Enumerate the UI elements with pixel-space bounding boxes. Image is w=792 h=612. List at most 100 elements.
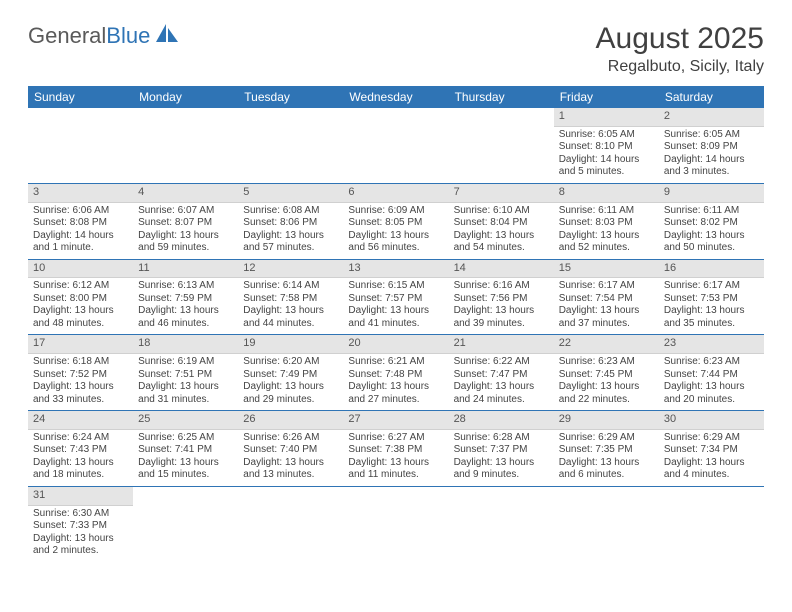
day-content: Sunrise: 6:10 AMSunset: 8:04 PMDaylight:… [449, 203, 554, 259]
day-header: Wednesday [343, 86, 448, 108]
day-number: 18 [133, 335, 238, 354]
calendar-cell: 3Sunrise: 6:06 AMSunset: 8:08 PMDaylight… [28, 183, 133, 259]
calendar-cell: 28Sunrise: 6:28 AMSunset: 7:37 PMDayligh… [449, 411, 554, 487]
day-content: Sunrise: 6:05 AMSunset: 8:10 PMDaylight:… [554, 127, 659, 183]
calendar-cell: 8Sunrise: 6:11 AMSunset: 8:03 PMDaylight… [554, 183, 659, 259]
day-number: 29 [554, 411, 659, 430]
calendar-cell: 19Sunrise: 6:20 AMSunset: 7:49 PMDayligh… [238, 335, 343, 411]
day-number: 5 [238, 184, 343, 203]
calendar-cell: 9Sunrise: 6:11 AMSunset: 8:02 PMDaylight… [659, 183, 764, 259]
day-content: Sunrise: 6:23 AMSunset: 7:44 PMDaylight:… [659, 354, 764, 410]
calendar-cell: 10Sunrise: 6:12 AMSunset: 8:00 PMDayligh… [28, 259, 133, 335]
day-number: 13 [343, 260, 448, 279]
day-number: 15 [554, 260, 659, 279]
day-number: 14 [449, 260, 554, 279]
day-content: Sunrise: 6:05 AMSunset: 8:09 PMDaylight:… [659, 127, 764, 183]
day-content: Sunrise: 6:18 AMSunset: 7:52 PMDaylight:… [28, 354, 133, 410]
day-number: 2 [659, 108, 764, 127]
day-number: 20 [343, 335, 448, 354]
calendar-cell: 30Sunrise: 6:29 AMSunset: 7:34 PMDayligh… [659, 411, 764, 487]
calendar-cell: 21Sunrise: 6:22 AMSunset: 7:47 PMDayligh… [449, 335, 554, 411]
calendar-cell [449, 108, 554, 183]
day-number: 9 [659, 184, 764, 203]
calendar-cell: 27Sunrise: 6:27 AMSunset: 7:38 PMDayligh… [343, 411, 448, 487]
day-number: 1 [554, 108, 659, 127]
day-number: 22 [554, 335, 659, 354]
day-content: Sunrise: 6:11 AMSunset: 8:02 PMDaylight:… [659, 203, 764, 259]
calendar-cell [133, 486, 238, 561]
calendar-cell: 20Sunrise: 6:21 AMSunset: 7:48 PMDayligh… [343, 335, 448, 411]
calendar-row: 31Sunrise: 6:30 AMSunset: 7:33 PMDayligh… [28, 486, 764, 561]
day-content: Sunrise: 6:09 AMSunset: 8:05 PMDaylight:… [343, 203, 448, 259]
day-number: 27 [343, 411, 448, 430]
day-number: 10 [28, 260, 133, 279]
logo-text: GeneralBlue [28, 23, 150, 49]
day-content: Sunrise: 6:16 AMSunset: 7:56 PMDaylight:… [449, 278, 554, 334]
sail-icon [154, 22, 180, 49]
calendar-cell [449, 486, 554, 561]
calendar-cell: 16Sunrise: 6:17 AMSunset: 7:53 PMDayligh… [659, 259, 764, 335]
day-content: Sunrise: 6:08 AMSunset: 8:06 PMDaylight:… [238, 203, 343, 259]
calendar-cell: 18Sunrise: 6:19 AMSunset: 7:51 PMDayligh… [133, 335, 238, 411]
day-content: Sunrise: 6:07 AMSunset: 8:07 PMDaylight:… [133, 203, 238, 259]
calendar-row: 10Sunrise: 6:12 AMSunset: 8:00 PMDayligh… [28, 259, 764, 335]
day-number: 7 [449, 184, 554, 203]
day-number: 26 [238, 411, 343, 430]
calendar-cell [343, 108, 448, 183]
day-content: Sunrise: 6:25 AMSunset: 7:41 PMDaylight:… [133, 430, 238, 486]
day-content: Sunrise: 6:19 AMSunset: 7:51 PMDaylight:… [133, 354, 238, 410]
calendar-cell: 6Sunrise: 6:09 AMSunset: 8:05 PMDaylight… [343, 183, 448, 259]
logo: GeneralBlue [28, 22, 180, 49]
day-content: Sunrise: 6:29 AMSunset: 7:34 PMDaylight:… [659, 430, 764, 486]
calendar-cell [238, 108, 343, 183]
day-content: Sunrise: 6:29 AMSunset: 7:35 PMDaylight:… [554, 430, 659, 486]
calendar-cell: 5Sunrise: 6:08 AMSunset: 8:06 PMDaylight… [238, 183, 343, 259]
calendar-cell: 11Sunrise: 6:13 AMSunset: 7:59 PMDayligh… [133, 259, 238, 335]
calendar-row: 1Sunrise: 6:05 AMSunset: 8:10 PMDaylight… [28, 108, 764, 183]
day-number: 24 [28, 411, 133, 430]
calendar-cell [554, 486, 659, 561]
calendar-cell: 12Sunrise: 6:14 AMSunset: 7:58 PMDayligh… [238, 259, 343, 335]
day-content: Sunrise: 6:21 AMSunset: 7:48 PMDaylight:… [343, 354, 448, 410]
day-number: 12 [238, 260, 343, 279]
calendar-cell: 17Sunrise: 6:18 AMSunset: 7:52 PMDayligh… [28, 335, 133, 411]
day-header: Thursday [449, 86, 554, 108]
calendar-cell: 13Sunrise: 6:15 AMSunset: 7:57 PMDayligh… [343, 259, 448, 335]
calendar-cell: 4Sunrise: 6:07 AMSunset: 8:07 PMDaylight… [133, 183, 238, 259]
day-content: Sunrise: 6:23 AMSunset: 7:45 PMDaylight:… [554, 354, 659, 410]
calendar-cell: 23Sunrise: 6:23 AMSunset: 7:44 PMDayligh… [659, 335, 764, 411]
day-content: Sunrise: 6:26 AMSunset: 7:40 PMDaylight:… [238, 430, 343, 486]
day-number: 23 [659, 335, 764, 354]
day-content: Sunrise: 6:15 AMSunset: 7:57 PMDaylight:… [343, 278, 448, 334]
calendar-cell: 29Sunrise: 6:29 AMSunset: 7:35 PMDayligh… [554, 411, 659, 487]
day-number: 19 [238, 335, 343, 354]
calendar-cell: 25Sunrise: 6:25 AMSunset: 7:41 PMDayligh… [133, 411, 238, 487]
day-content: Sunrise: 6:27 AMSunset: 7:38 PMDaylight:… [343, 430, 448, 486]
title-block: August 2025 Regalbuto, Sicily, Italy [596, 22, 764, 76]
day-header: Tuesday [238, 86, 343, 108]
calendar-row: 3Sunrise: 6:06 AMSunset: 8:08 PMDaylight… [28, 183, 764, 259]
day-header-row: Sunday Monday Tuesday Wednesday Thursday… [28, 86, 764, 108]
calendar-cell: 26Sunrise: 6:26 AMSunset: 7:40 PMDayligh… [238, 411, 343, 487]
day-content: Sunrise: 6:17 AMSunset: 7:53 PMDaylight:… [659, 278, 764, 334]
month-title: August 2025 [596, 22, 764, 56]
day-content: Sunrise: 6:17 AMSunset: 7:54 PMDaylight:… [554, 278, 659, 334]
calendar-cell: 15Sunrise: 6:17 AMSunset: 7:54 PMDayligh… [554, 259, 659, 335]
calendar-cell [343, 486, 448, 561]
calendar-body: 1Sunrise: 6:05 AMSunset: 8:10 PMDaylight… [28, 108, 764, 562]
day-content: Sunrise: 6:30 AMSunset: 7:33 PMDaylight:… [28, 506, 133, 562]
day-number: 6 [343, 184, 448, 203]
day-content: Sunrise: 6:12 AMSunset: 8:00 PMDaylight:… [28, 278, 133, 334]
day-content: Sunrise: 6:24 AMSunset: 7:43 PMDaylight:… [28, 430, 133, 486]
logo-text-2: Blue [106, 23, 150, 48]
day-content: Sunrise: 6:20 AMSunset: 7:49 PMDaylight:… [238, 354, 343, 410]
calendar-cell [238, 486, 343, 561]
calendar-cell: 22Sunrise: 6:23 AMSunset: 7:45 PMDayligh… [554, 335, 659, 411]
day-content: Sunrise: 6:22 AMSunset: 7:47 PMDaylight:… [449, 354, 554, 410]
calendar-row: 17Sunrise: 6:18 AMSunset: 7:52 PMDayligh… [28, 335, 764, 411]
day-header: Friday [554, 86, 659, 108]
day-number: 8 [554, 184, 659, 203]
day-content: Sunrise: 6:11 AMSunset: 8:03 PMDaylight:… [554, 203, 659, 259]
calendar-cell: 14Sunrise: 6:16 AMSunset: 7:56 PMDayligh… [449, 259, 554, 335]
day-number: 25 [133, 411, 238, 430]
